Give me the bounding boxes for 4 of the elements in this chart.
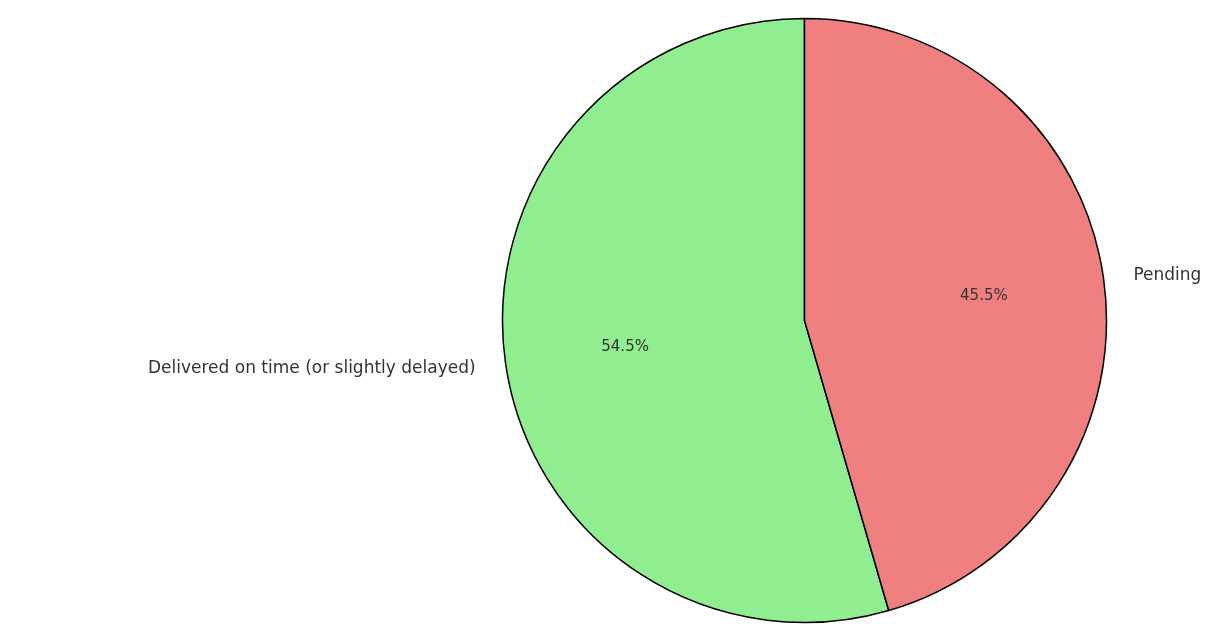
slice-label: Pending <box>1133 263 1202 284</box>
data-label: 54.5% <box>601 337 649 356</box>
data-label: 45.5% <box>960 285 1008 304</box>
slice-label: Delivered on time (or slightly delayed) <box>147 357 476 378</box>
